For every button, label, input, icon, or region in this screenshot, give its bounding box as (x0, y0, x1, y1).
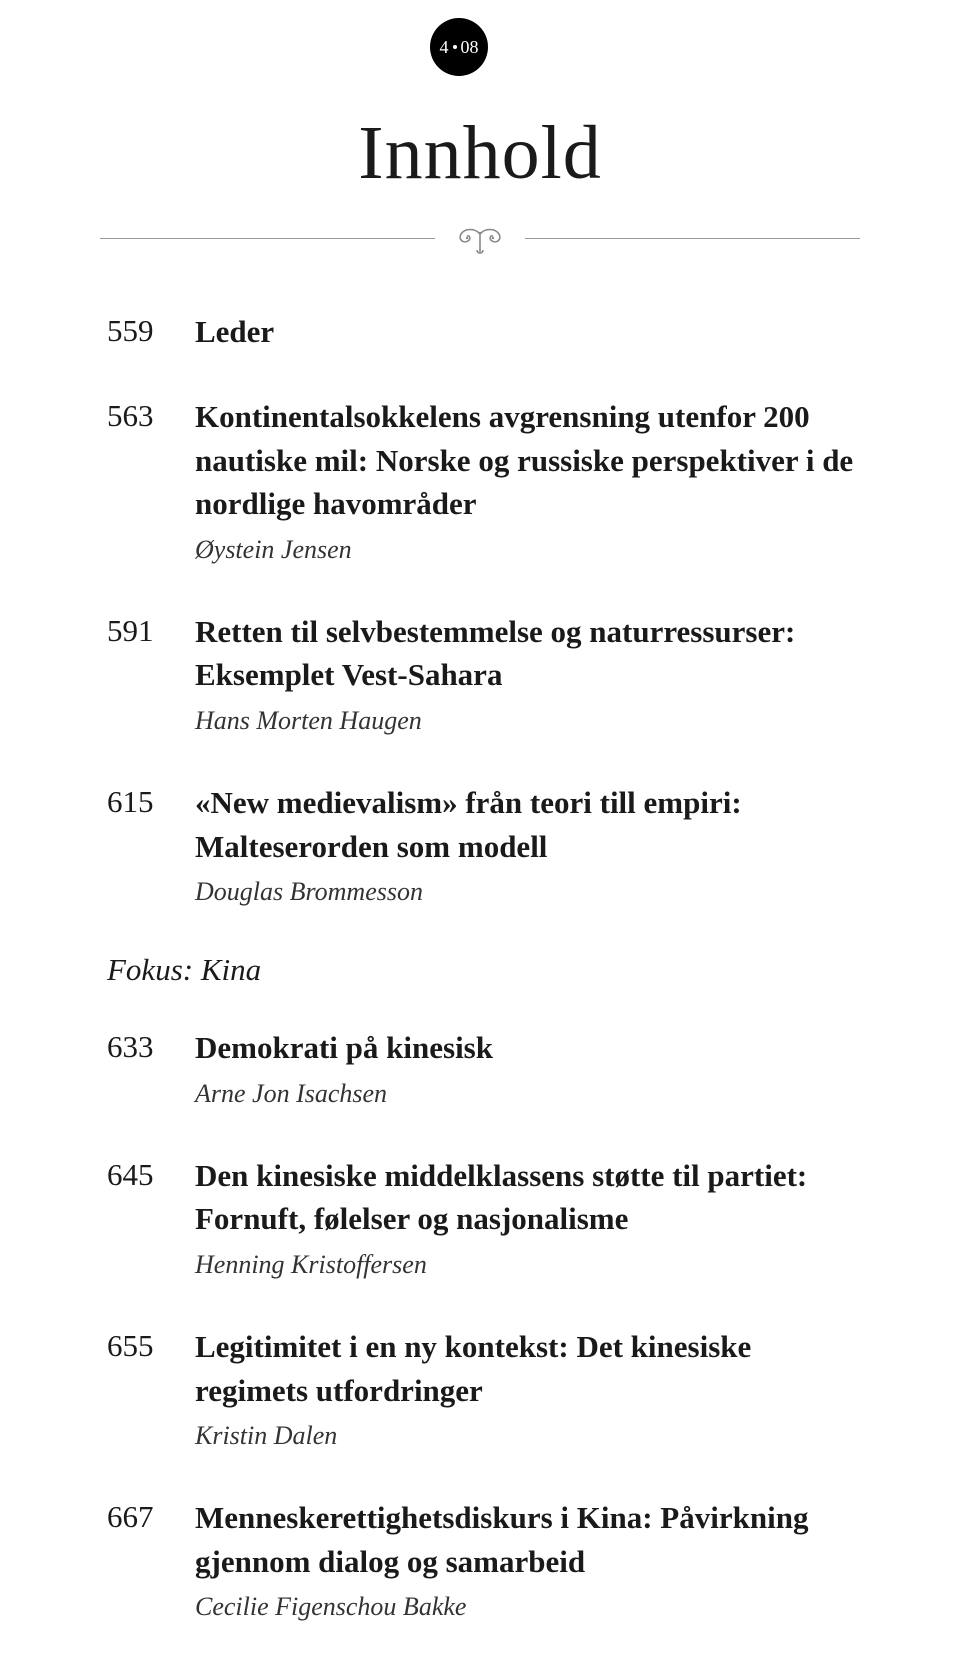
toc-entry-author: Arne Jon Isachsen (195, 1076, 863, 1112)
badge-issue: 08 (461, 37, 479, 58)
toc-entry-author: Øystein Jensen (195, 532, 863, 568)
toc-page-number: 633 (107, 1026, 195, 1068)
toc-entry-title: Leder (195, 310, 863, 353)
toc-entry-texts: Menneskerettighetsdiskurs i Kina: Påvirk… (195, 1496, 863, 1625)
toc-page-number: 591 (107, 610, 195, 652)
toc-page-number: 655 (107, 1325, 195, 1367)
toc-entry-author: Kristin Dalen (195, 1418, 863, 1454)
toc-page-number: 645 (107, 1154, 195, 1196)
toc-entry: 667 Menneskerettighetsdiskurs i Kina: På… (107, 1496, 863, 1625)
toc-entry-title: Den kinesiske middelklassens støtte til … (195, 1154, 863, 1241)
toc-page-number: 563 (107, 395, 195, 437)
toc-entry-texts: Den kinesiske middelklassens støtte til … (195, 1154, 863, 1283)
toc-entry-author: Henning Kristoffersen (195, 1247, 863, 1283)
toc-entry-author: Douglas Brommesson (195, 874, 863, 910)
toc-entry-title: Menneskerettighetsdiskurs i Kina: Påvirk… (195, 1496, 863, 1583)
toc-entry-texts: «New medievalism» från teori till empiri… (195, 781, 863, 910)
toc-entry-title: Legitimitet i en ny kontekst: Det kinesi… (195, 1325, 863, 1412)
ornament-icon (435, 226, 525, 262)
toc-page-number: 559 (107, 310, 195, 352)
toc-entry-author: Hans Morten Haugen (195, 703, 863, 739)
page-title: Innhold (0, 110, 960, 197)
toc-entry-title: «New medievalism» från teori till empiri… (195, 781, 863, 868)
toc-entry-texts: Retten til selvbestemmelse og naturressu… (195, 610, 863, 739)
toc-page-number: 615 (107, 781, 195, 823)
toc-entry: 615 «New medievalism» från teori till em… (107, 781, 863, 910)
toc-entry-title: Retten til selvbestemmelse og naturressu… (195, 610, 863, 697)
toc-page-number: 667 (107, 1496, 195, 1538)
toc-content: 559 Leder 563 Kontinentalsokkelens avgre… (107, 310, 863, 1668)
issue-badge: 4 08 (430, 18, 488, 76)
toc-entry: 591 Retten til selvbestemmelse og naturr… (107, 610, 863, 739)
rule-wrap (100, 222, 860, 262)
toc-entry-texts: Leder (195, 310, 863, 353)
toc-entry: 559 Leder (107, 310, 863, 353)
toc-entry: 633 Demokrati på kinesisk Arne Jon Isach… (107, 1026, 863, 1112)
toc-entry-texts: Kontinentalsokkelens avgrensning utenfor… (195, 395, 863, 568)
toc-entry-title: Kontinentalsokkelens avgrensning utenfor… (195, 395, 863, 525)
toc-entry-texts: Legitimitet i en ny kontekst: Det kinesi… (195, 1325, 863, 1454)
toc-entry-author: Cecilie Figenschou Bakke (195, 1589, 863, 1625)
title-block: Innhold (0, 110, 960, 197)
toc-entry: 645 Den kinesiske middelklassens støtte … (107, 1154, 863, 1283)
toc-section-label: Fokus: Kina (107, 952, 863, 988)
badge-volume: 4 (440, 37, 449, 58)
toc-entry: 655 Legitimitet i en ny kontekst: Det ki… (107, 1325, 863, 1454)
toc-entry-title: Demokrati på kinesisk (195, 1026, 863, 1069)
badge-dot (453, 45, 457, 49)
toc-entry-texts: Demokrati på kinesisk Arne Jon Isachsen (195, 1026, 863, 1112)
toc-entry: 563 Kontinentalsokkelens avgrensning ute… (107, 395, 863, 568)
